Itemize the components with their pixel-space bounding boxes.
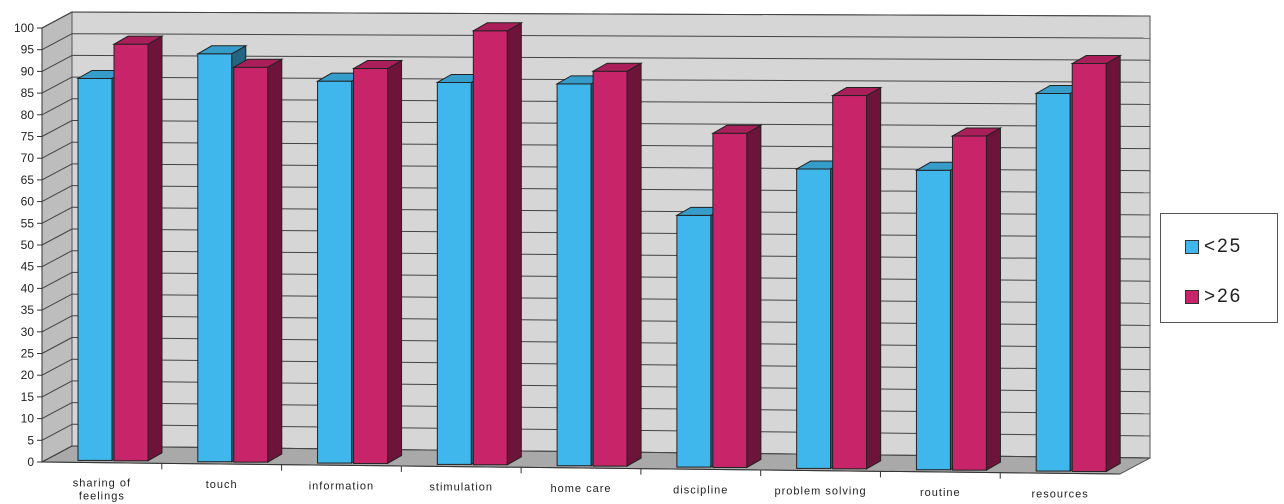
x-tick-label: stimulation bbox=[429, 482, 493, 494]
bar-gt26-touch bbox=[231, 58, 284, 463]
gridline-side bbox=[41, 293, 73, 311]
y-tick-label: 25 bbox=[21, 347, 35, 361]
y-tick-label: 35 bbox=[21, 303, 35, 317]
gridline-side bbox=[41, 76, 73, 94]
gridline-side bbox=[41, 185, 73, 203]
y-tick-label: 60 bbox=[21, 195, 35, 209]
gridline bbox=[71, 11, 1151, 17]
y-tick-label: 15 bbox=[21, 390, 35, 404]
bar-gt26-discipline bbox=[711, 124, 763, 469]
y-tick-label: 50 bbox=[21, 238, 35, 252]
gridline-side bbox=[41, 11, 73, 29]
gridline-side bbox=[41, 163, 73, 181]
y-tick-label: 0 bbox=[27, 455, 34, 469]
x-tick-label: discipline bbox=[673, 484, 728, 496]
bar-gt26-routine bbox=[950, 127, 1003, 471]
legend-label-gt26: >26 bbox=[1204, 286, 1243, 307]
y-tick-label: 95 bbox=[21, 43, 35, 57]
y-tick-label: 100 bbox=[14, 21, 34, 35]
gridline-side bbox=[41, 423, 73, 441]
gridline-side bbox=[41, 271, 73, 289]
bar-gt26-home-care bbox=[591, 62, 643, 467]
gridline-side bbox=[41, 402, 73, 420]
y-tick-label: 40 bbox=[21, 281, 35, 295]
y-tick-label: 20 bbox=[21, 368, 35, 382]
y-tick-label: 65 bbox=[21, 173, 35, 187]
gridline-side bbox=[41, 141, 73, 159]
bar-gt26-information bbox=[351, 59, 404, 465]
gridline-side bbox=[41, 380, 73, 398]
gridline-side bbox=[41, 120, 73, 137]
gridline-side bbox=[41, 54, 73, 72]
y-tick-label: 5 bbox=[27, 433, 34, 447]
x-tick-label: routine bbox=[920, 487, 961, 499]
gridline-side bbox=[41, 250, 73, 268]
legend-item-gt26: >26 bbox=[1185, 286, 1242, 308]
x-tick-label: problem solving bbox=[775, 486, 867, 498]
gridline-side bbox=[41, 315, 73, 333]
legend-swatch-lt25 bbox=[1185, 240, 1199, 254]
gridline-side bbox=[41, 98, 73, 116]
legend-label-lt25: <25 bbox=[1204, 236, 1243, 257]
bars bbox=[76, 21, 1123, 473]
y-tick-label: 90 bbox=[21, 64, 35, 78]
y-tick-label: 70 bbox=[21, 151, 35, 165]
bar-gt26-resources bbox=[1070, 54, 1123, 473]
gridline-side bbox=[41, 33, 73, 51]
x-tick-label: resources bbox=[1031, 488, 1088, 500]
y-axis: 0 5 10 15 20 25 30 35 40 45 50 55 60 65 70 75 80 85 90 95 10… bbox=[14, 21, 43, 469]
x-tick-label: home care bbox=[551, 483, 612, 495]
x-tick-label: sharing of feelings bbox=[73, 478, 131, 503]
gridline-side bbox=[41, 206, 73, 224]
legend: <25 >26 bbox=[1160, 213, 1278, 323]
x-axis: sharing of feelings touch information stimul… bbox=[41, 461, 1121, 503]
y-tick-label: 80 bbox=[21, 108, 35, 122]
y-tick-label: 45 bbox=[21, 260, 35, 274]
gridline-side bbox=[41, 228, 73, 246]
gridline-side bbox=[41, 445, 73, 463]
gridline bbox=[71, 33, 1151, 39]
bar-gt26-sharing-of-feelings bbox=[112, 35, 164, 462]
y-tick-label: 30 bbox=[21, 325, 35, 339]
gridline-side bbox=[41, 358, 73, 376]
legend-item-lt25: <25 bbox=[1185, 236, 1242, 258]
y-tick-label: 85 bbox=[21, 86, 35, 100]
x-axis-line bbox=[41, 461, 1121, 475]
bar-gt26-problem-solving bbox=[830, 86, 883, 470]
y-tick-label: 75 bbox=[21, 130, 35, 144]
y-tick-label: 55 bbox=[21, 216, 35, 230]
legend-swatch-gt26 bbox=[1185, 290, 1199, 304]
bar-gt26-stimulation bbox=[471, 21, 524, 466]
gridline-side bbox=[41, 337, 73, 354]
gridline bbox=[71, 54, 1151, 61]
y-tick-label: 10 bbox=[21, 412, 35, 426]
x-tick-label: touch bbox=[206, 479, 238, 491]
x-tick-label: information bbox=[309, 480, 374, 492]
